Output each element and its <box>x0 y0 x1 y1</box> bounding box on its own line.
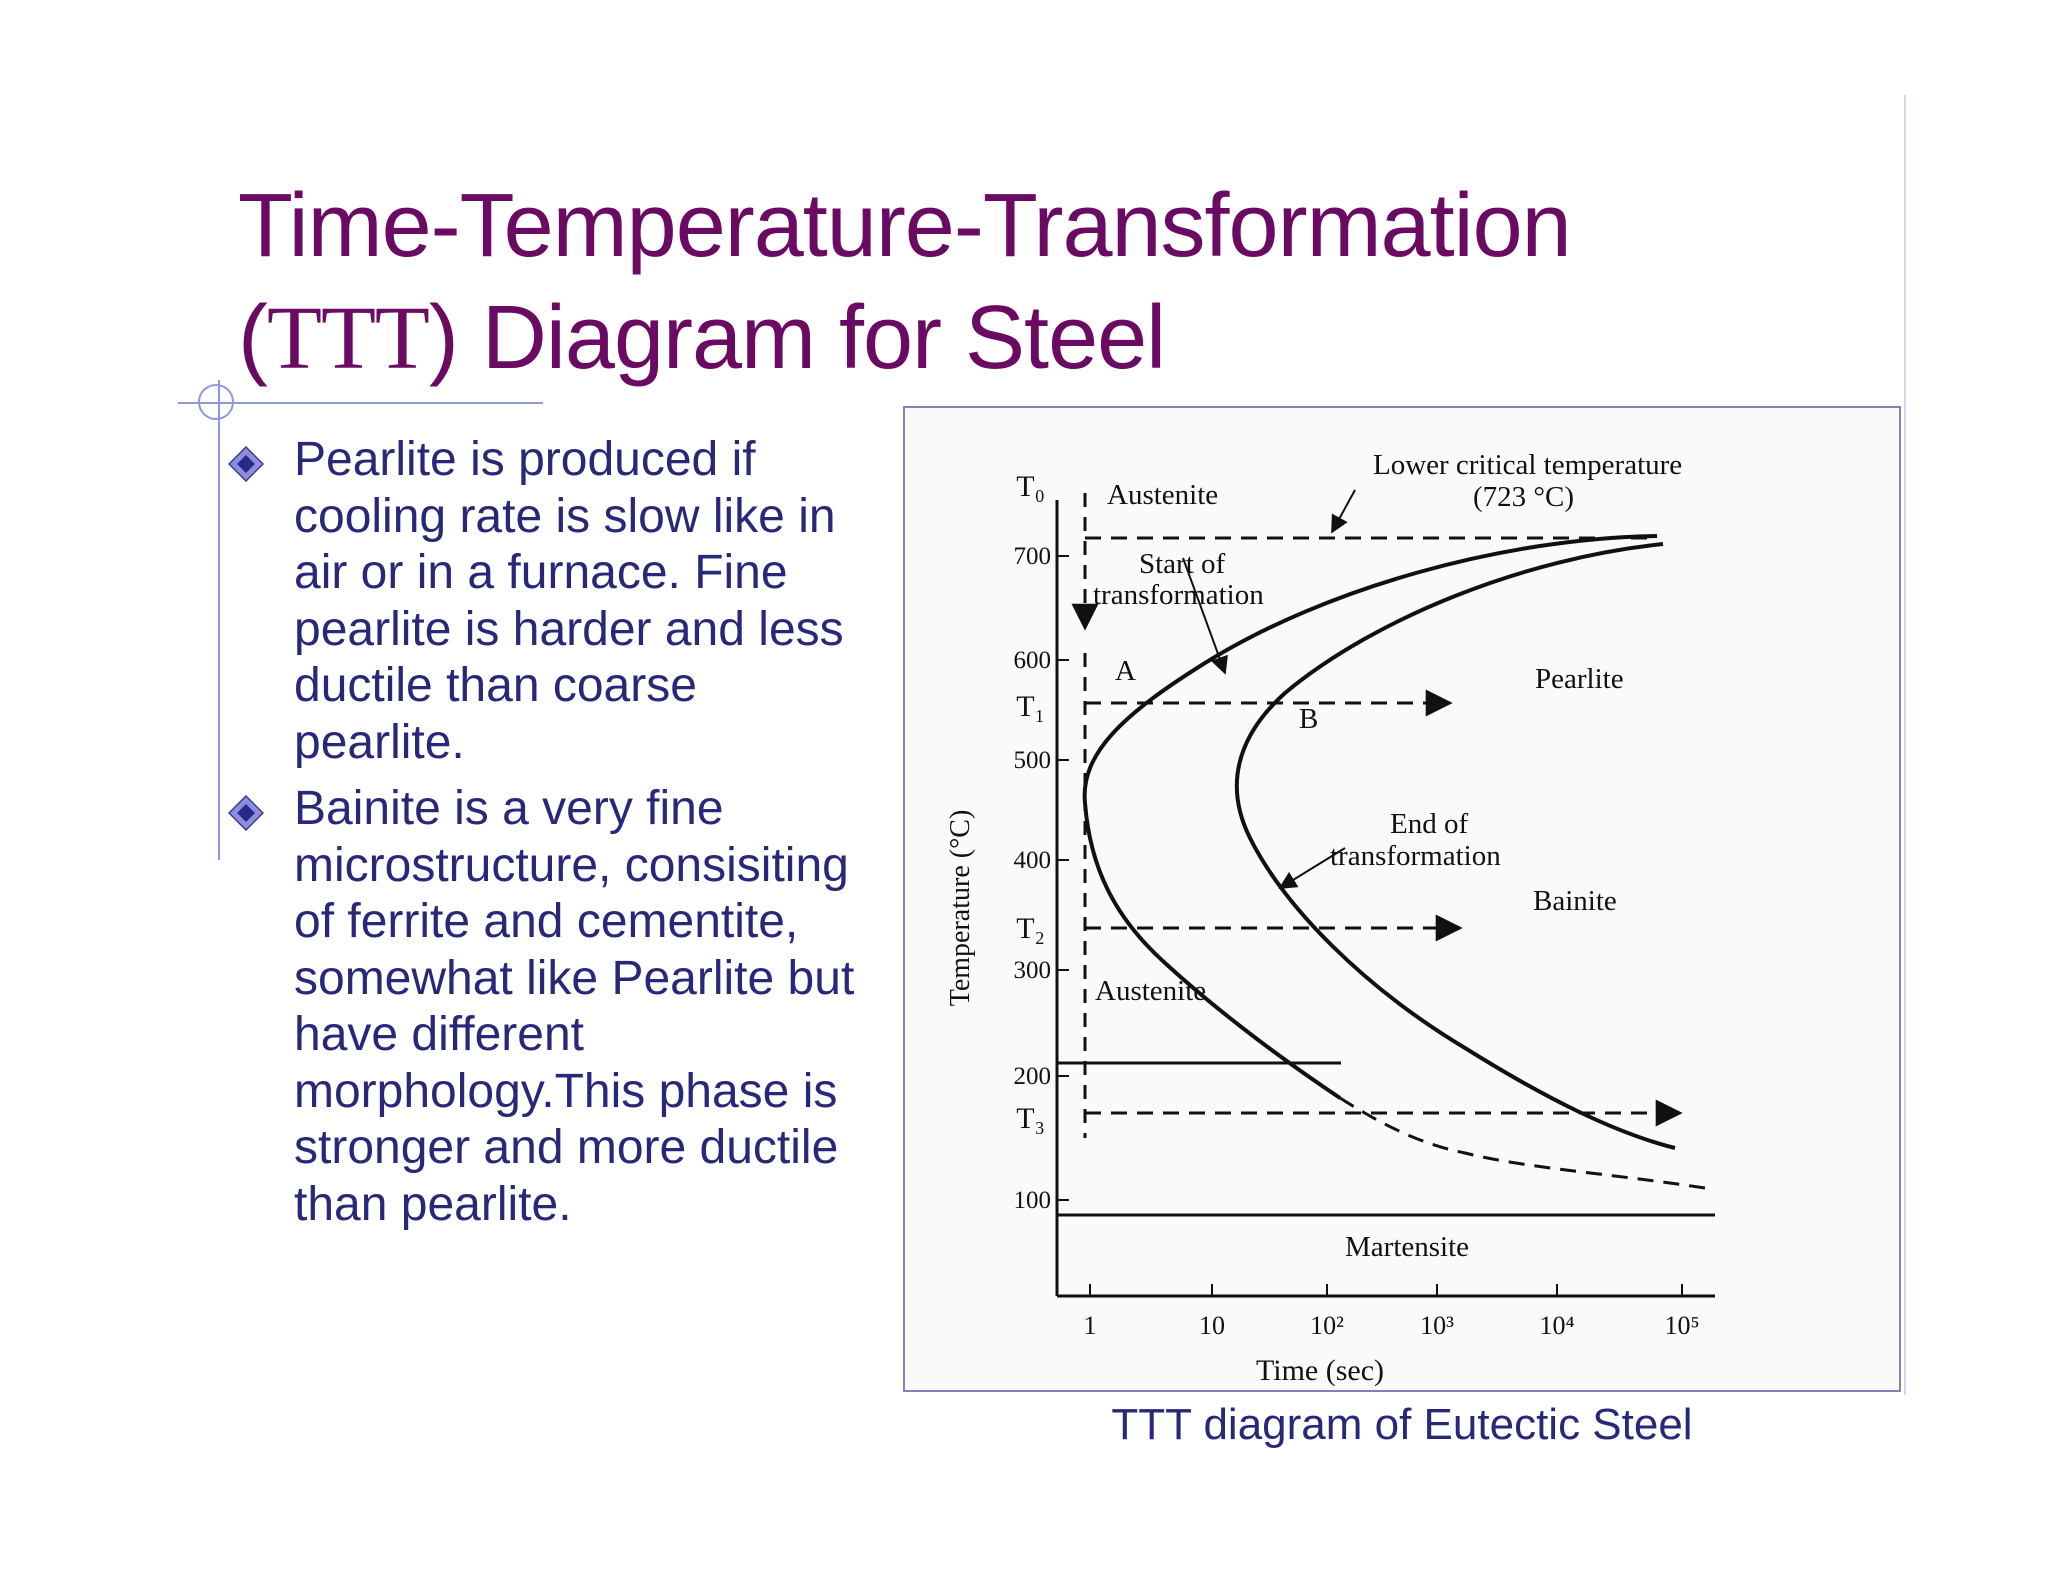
y-tick-200: 200 <box>1014 1063 1052 1090</box>
label-start-transformation: transformation <box>1093 579 1264 611</box>
y-tick-100: 100 <box>1014 1187 1052 1214</box>
x-tick-10-5: 10⁵ <box>1664 1311 1699 1340</box>
bullet-bainite: Bainite is a very fine microstructure, c… <box>228 781 868 1233</box>
diamond-bullet-icon <box>228 446 264 482</box>
bullet-list: Pearlite is produced if cooling rate is … <box>228 432 868 1243</box>
temp-mark-t3: T₃ <box>1016 1102 1045 1135</box>
ttt-diagram: 700 600 500 400 300 200 100 T₀ T₁ T₂ T₃ … <box>903 406 1901 1392</box>
bullet-pearlite: Pearlite is produced if cooling rate is … <box>228 432 868 771</box>
label-point-a: A <box>1115 655 1136 687</box>
y-tick-marks <box>1057 555 1069 1201</box>
label-start-of: Start of <box>1139 548 1226 580</box>
figure-caption: TTT diagram of Eutectic Steel <box>1111 1400 1693 1449</box>
end-pointer <box>1278 847 1346 889</box>
bullet-text-pearlite: Pearlite is produced if cooling rate is … <box>294 433 844 769</box>
y-axis-label: Temperature (°C) <box>945 810 976 1007</box>
label-lower-critical-1: Lower critical temperature <box>1373 449 1682 481</box>
label-martensite: Martensite <box>1345 1231 1469 1263</box>
x-tick-10-3: 10³ <box>1420 1311 1454 1340</box>
x-tick-10: 10 <box>1199 1311 1225 1340</box>
y-tick-300: 300 <box>1014 957 1052 984</box>
lower-critical-pointer <box>1331 489 1356 534</box>
start-pointer <box>1182 557 1228 675</box>
left-accent-line <box>218 380 220 860</box>
title-abbr: TTT <box>266 289 430 388</box>
slide-border-line <box>1904 95 1906 1395</box>
x-tick-10-4: 10⁴ <box>1539 1311 1574 1340</box>
x-tick-10-2: 10² <box>1310 1311 1344 1340</box>
bullet-text-bainite: Bainite is a very fine microstructure, c… <box>294 782 855 1231</box>
temp-mark-t2: T₂ <box>1016 912 1045 945</box>
label-end-transformation: transformation <box>1330 840 1501 872</box>
y-tick-500: 500 <box>1014 747 1052 774</box>
title-line1: Time-Temperature-Transformation <box>238 176 1572 276</box>
title-rest: ) Diagram for Steel <box>428 288 1166 388</box>
slide-title: Time-Temperature-Transformation (TTT) Di… <box>238 170 1838 395</box>
start-transformation-curve <box>1082 534 1658 1100</box>
label-lower-critical-2: (723 °C) <box>1473 481 1574 513</box>
label-bainite: Bainite <box>1533 885 1617 917</box>
title-open-paren: ( <box>238 288 268 388</box>
diamond-bullet-icon <box>228 795 264 831</box>
x-tick-marks <box>1089 1284 1683 1296</box>
x-axis-label: Time (sec) <box>1256 1354 1384 1387</box>
x-tick-1: 1 <box>1084 1311 1097 1340</box>
label-point-b: B <box>1299 703 1318 735</box>
y-tick-700: 700 <box>1014 543 1052 570</box>
crosshair-ornament <box>198 384 234 420</box>
y-tick-600: 600 <box>1014 647 1052 674</box>
martensite-start-dashed <box>1339 1096 1706 1190</box>
temp-mark-t0: T₀ <box>1016 470 1045 503</box>
label-austenite-low: Austenite <box>1095 975 1206 1007</box>
label-end-of: End of <box>1390 808 1468 840</box>
ttt-diagram-svg: 700 600 500 400 300 200 100 T₀ T₁ T₂ T₃ … <box>945 449 1715 1387</box>
temp-mark-t1: T₁ <box>1016 690 1045 723</box>
y-tick-400: 400 <box>1014 847 1052 874</box>
label-pearlite: Pearlite <box>1535 663 1624 695</box>
label-austenite-top: Austenite <box>1107 479 1218 511</box>
title-underline <box>178 402 543 404</box>
end-transformation-curve <box>1234 542 1676 1150</box>
